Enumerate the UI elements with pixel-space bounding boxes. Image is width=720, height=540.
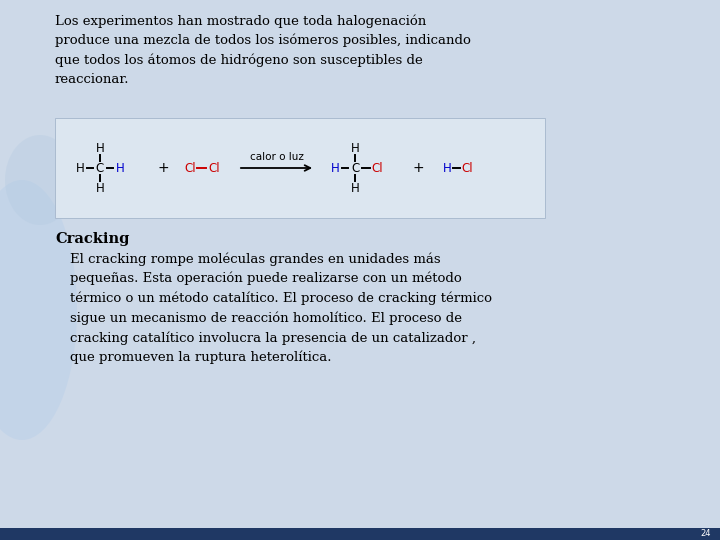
Text: Cracking: Cracking xyxy=(55,232,130,246)
Ellipse shape xyxy=(0,180,77,440)
Text: +: + xyxy=(412,161,424,175)
Text: El cracking rompe moléculas grandes en unidades más
pequeñas. Esta operación pue: El cracking rompe moléculas grandes en u… xyxy=(70,252,492,364)
Text: H: H xyxy=(96,181,104,194)
Bar xyxy=(0,528,720,540)
Text: H: H xyxy=(351,181,359,194)
Text: 24: 24 xyxy=(701,529,711,537)
Text: Cl: Cl xyxy=(372,161,383,174)
Text: +: + xyxy=(157,161,168,175)
Text: Cl: Cl xyxy=(462,161,473,174)
Text: calor o luz: calor o luz xyxy=(250,152,303,162)
Text: H: H xyxy=(96,141,104,154)
Text: Los experimentos han mostrado que toda halogenación
produce una mezcla de todos : Los experimentos han mostrado que toda h… xyxy=(55,14,471,86)
Text: H: H xyxy=(351,141,359,154)
Ellipse shape xyxy=(5,135,75,225)
Text: Cl: Cl xyxy=(208,161,220,174)
Text: H: H xyxy=(76,161,84,174)
Text: C: C xyxy=(351,161,359,174)
Text: H: H xyxy=(443,161,451,174)
Text: H: H xyxy=(116,161,125,174)
Text: C: C xyxy=(96,161,104,174)
Text: Cl: Cl xyxy=(184,161,196,174)
Text: H: H xyxy=(330,161,339,174)
FancyBboxPatch shape xyxy=(55,118,545,218)
